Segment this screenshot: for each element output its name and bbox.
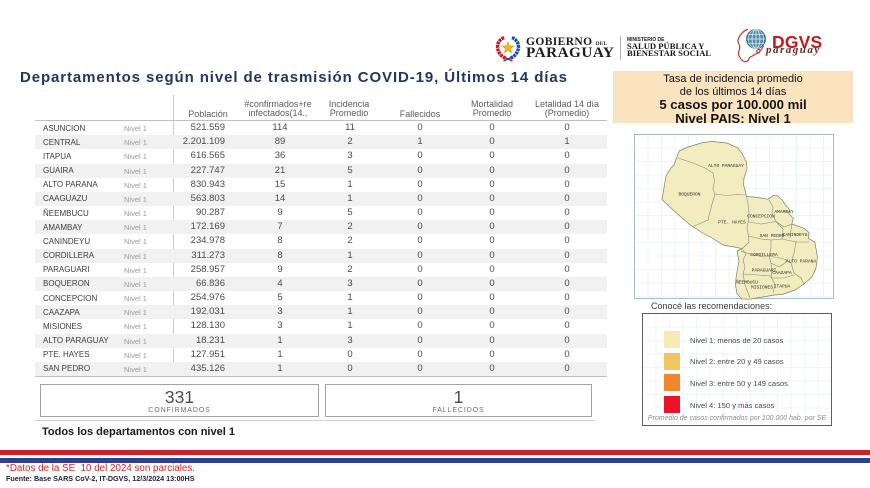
svg-text:ÑEEMBUCU: ÑEEMBUCU (736, 278, 758, 285)
svg-text:PARAGUARI: PARAGUARI (752, 267, 777, 273)
svg-text:ITAPUA: ITAPUA (774, 283, 791, 289)
svg-text:MISIONES: MISIONES (751, 284, 773, 290)
svg-text:BOQUERON: BOQUERON (678, 191, 700, 197)
svg-text:CAAZAPA: CAAZAPA (772, 270, 792, 276)
svg-text:CONCEPCION: CONCEPCION (747, 213, 775, 219)
svg-text:PTE. HAYES: PTE. HAYES (718, 219, 746, 225)
svg-text:ALTO PARANA: ALTO PARANA (786, 258, 817, 264)
svg-text:CANINDEYU: CANINDEYU (783, 232, 808, 238)
svg-text:ALTO PARAGUAY: ALTO PARAGUAY (708, 163, 744, 169)
svg-text:CORDILLERA: CORDILLERA (750, 252, 778, 258)
svg-text:SAN PEDRO: SAN PEDRO (760, 233, 785, 239)
svg-text:AMAMBAY: AMAMBAY (774, 209, 794, 215)
